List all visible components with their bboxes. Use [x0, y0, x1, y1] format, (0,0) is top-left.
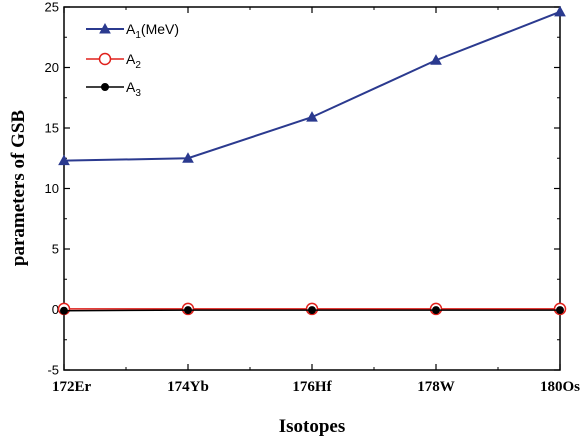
x-tick-label: 178W — [417, 379, 455, 395]
data-point-a3 — [308, 306, 316, 315]
legend-label: A1(MeV) — [126, 21, 179, 41]
data-point-a1 — [306, 111, 318, 122]
y-tick-label: 20 — [45, 60, 59, 75]
x-tick-label: 180Os — [540, 379, 580, 395]
data-point-a3 — [432, 306, 440, 315]
x-tick-label: 174Yb — [167, 379, 209, 395]
y-tick-label: 0 — [52, 302, 59, 317]
data-point-a1 — [58, 154, 70, 166]
legend-label: A2 — [126, 51, 141, 71]
y-tick-label: 15 — [45, 121, 59, 136]
legend-marker — [99, 22, 111, 34]
legend-marker — [101, 83, 109, 91]
y-axis-title: parameters of GSB — [8, 110, 29, 267]
data-point-a1 — [430, 54, 442, 65]
data-point-a3 — [184, 306, 192, 315]
x-axis-ticks: 172Er 174Yb 176Hf 178W 180Os — [52, 7, 580, 395]
y-tick-label: 5 — [52, 242, 59, 257]
legend-label: A3 — [126, 79, 141, 99]
y-tick-label: 25 — [45, 0, 59, 15]
data-point-a3 — [60, 306, 68, 315]
y-axis-ticks: -5 0 5 10 15 20 25 — [45, 0, 560, 378]
data-point-a3 — [556, 306, 564, 315]
y-tick-label: 10 — [45, 181, 59, 196]
data-point-a1 — [554, 5, 566, 17]
series-group — [57, 5, 567, 316]
x-axis-title: Isotopes — [279, 416, 346, 437]
y-tick-label: -5 — [47, 363, 59, 378]
x-tick-label: 172Er — [52, 379, 92, 395]
data-point-a1 — [182, 152, 194, 163]
legend-marker — [98, 52, 112, 66]
legend: A1(MeV) A2 A3 — [86, 21, 179, 99]
x-tick-label: 176Hf — [292, 379, 332, 395]
